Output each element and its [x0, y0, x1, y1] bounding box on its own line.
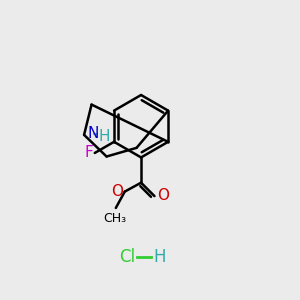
Text: Cl: Cl — [119, 248, 135, 266]
Text: CH₃: CH₃ — [104, 212, 127, 224]
Text: O: O — [158, 188, 169, 203]
Text: H: H — [154, 248, 166, 266]
Text: N: N — [88, 126, 99, 141]
Text: O: O — [111, 184, 123, 199]
Text: H: H — [98, 129, 110, 144]
Text: F: F — [85, 145, 93, 160]
